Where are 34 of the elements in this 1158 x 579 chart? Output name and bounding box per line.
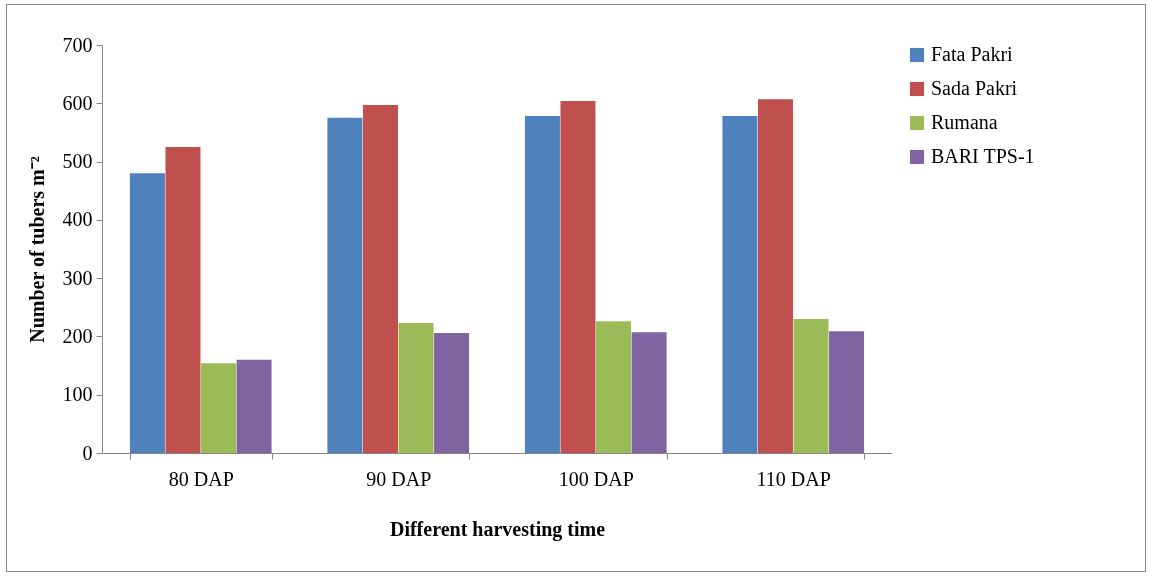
bar — [201, 363, 237, 453]
legend-label: Sada Pakri — [931, 77, 1018, 99]
bar — [524, 116, 560, 453]
legend-label: Fata Pakri — [931, 43, 1014, 65]
legend-label: BARI TPS-1 — [931, 145, 1035, 167]
bar — [793, 318, 829, 453]
y-axis-title: Number of tubers m⁻² — [25, 156, 48, 343]
y-tick-label: 200 — [62, 324, 93, 347]
legend-label: Rumana — [931, 111, 998, 133]
bar — [722, 116, 758, 453]
bar — [362, 105, 398, 453]
x-axis-title: Different harvesting time — [389, 517, 606, 541]
y-tick-label: 500 — [62, 150, 93, 173]
y-tick-label: 600 — [62, 91, 93, 114]
y-tick-label: 100 — [62, 383, 93, 406]
bar — [165, 147, 201, 453]
bar — [596, 321, 632, 453]
x-tick-label: 110 DAP — [756, 467, 831, 490]
bar — [829, 331, 865, 453]
y-tick-label: 300 — [62, 266, 93, 289]
bar — [631, 332, 667, 453]
bar — [560, 100, 596, 453]
bar — [434, 332, 470, 453]
y-tick-label: 700 — [62, 33, 93, 56]
bar — [398, 323, 434, 453]
x-tick-label: 90 DAP — [366, 467, 432, 490]
y-tick-label: 0 — [82, 441, 93, 464]
y-tick-label: 400 — [62, 208, 93, 231]
bar — [327, 117, 363, 453]
bar — [129, 173, 165, 453]
bar — [757, 99, 793, 453]
x-tick-label: 100 DAP — [558, 467, 634, 490]
x-tick-label: 80 DAP — [168, 467, 234, 490]
bar — [236, 359, 272, 453]
